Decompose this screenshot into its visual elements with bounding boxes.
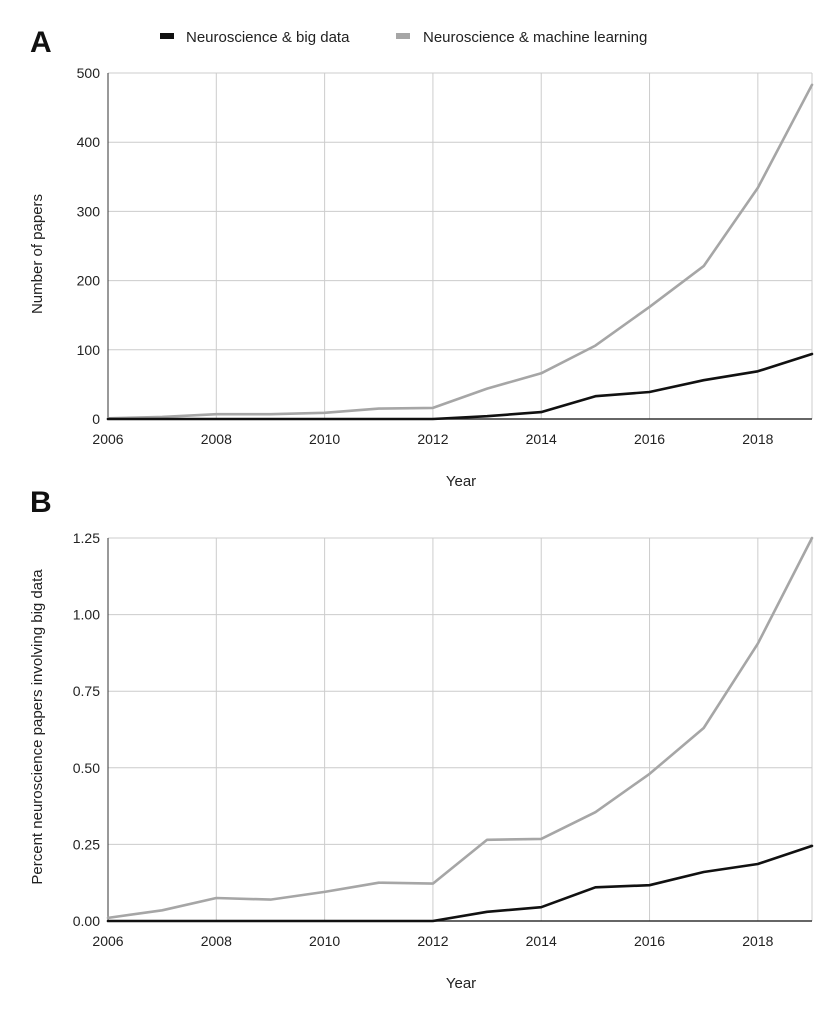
panel-a-y-tick-label: 400 xyxy=(77,134,101,150)
panel-b-y-tick-label: 1.25 xyxy=(73,530,100,546)
panel-a-x-tick-label: 2016 xyxy=(634,431,665,447)
panel-b-x-tick-label: 2010 xyxy=(309,933,340,949)
panel-b-series-machine-learning-line xyxy=(106,536,814,920)
panel-b-series-big-data-line xyxy=(106,844,814,923)
panel-a-series-big-data-line xyxy=(106,352,814,421)
panel-a-y-tick-label: 200 xyxy=(77,273,101,289)
legend-swatch-machine-learning xyxy=(396,33,410,39)
panel-a-x-tick-label: 2010 xyxy=(309,431,340,447)
panel-b-y-tick-label: 0.00 xyxy=(73,913,100,929)
panel-a-label: A xyxy=(30,26,52,59)
panel-a-plot: 2006 2008 2010 2012 2014 2016 2018 0 100 200 300 40… xyxy=(77,65,814,447)
legend-swatch-big-data xyxy=(160,33,174,39)
panel-a-y-tick-label: 300 xyxy=(77,203,101,219)
legend-label-machine-learning: Neuroscience & machine learning xyxy=(423,29,647,46)
panel-b-x-tick-label: 2008 xyxy=(201,933,232,949)
panel-b-x-tick-label: 2016 xyxy=(634,933,665,949)
panel-b-y-axis-title: Percent neuroscience papers involving bi… xyxy=(29,569,46,885)
panel-b-x-axis-title: Year xyxy=(446,975,476,992)
panel-b-y-tick-label: 0.50 xyxy=(73,760,100,776)
legend: Neuroscience & big data Neuroscience & m… xyxy=(160,29,647,46)
panel-b-y-tick-label: 0.25 xyxy=(73,836,100,852)
panel-a-x-tick-label: 2012 xyxy=(417,431,448,447)
panel-b-plot: 2006 2008 2010 2012 2014 2016 2018 0.00 0.25 0.50… xyxy=(73,530,814,949)
panel-a-y-axis-title: Number of papers xyxy=(29,194,46,314)
panel-a-x-axis-title: Year xyxy=(446,473,476,490)
panel-a-x-tick-label: 2014 xyxy=(526,431,557,447)
panel-a-x-tick-label: 2006 xyxy=(92,431,123,447)
panel-b-label: B xyxy=(30,486,52,519)
panel-a-y-tick-label: 100 xyxy=(77,342,101,358)
panel-a-y-tick-label: 500 xyxy=(77,65,101,81)
panel-a-x-tick-label: 2018 xyxy=(742,431,773,447)
panel-b-x-tick-label: 2018 xyxy=(742,933,773,949)
panel-a-y-tick-label: 0 xyxy=(92,411,100,427)
panel-b-x-tick-label: 2012 xyxy=(417,933,448,949)
panel-a-series-machine-learning-line xyxy=(106,83,814,420)
panel-b-x-tick-label: 2014 xyxy=(526,933,557,949)
panel-b-y-tick-label: 0.75 xyxy=(73,683,100,699)
legend-label-big-data: Neuroscience & big data xyxy=(186,29,350,46)
panel-a-x-tick-label: 2008 xyxy=(201,431,232,447)
panel-b-x-tick-label: 2006 xyxy=(92,933,123,949)
panel-b-y-tick-label: 1.00 xyxy=(73,607,100,623)
